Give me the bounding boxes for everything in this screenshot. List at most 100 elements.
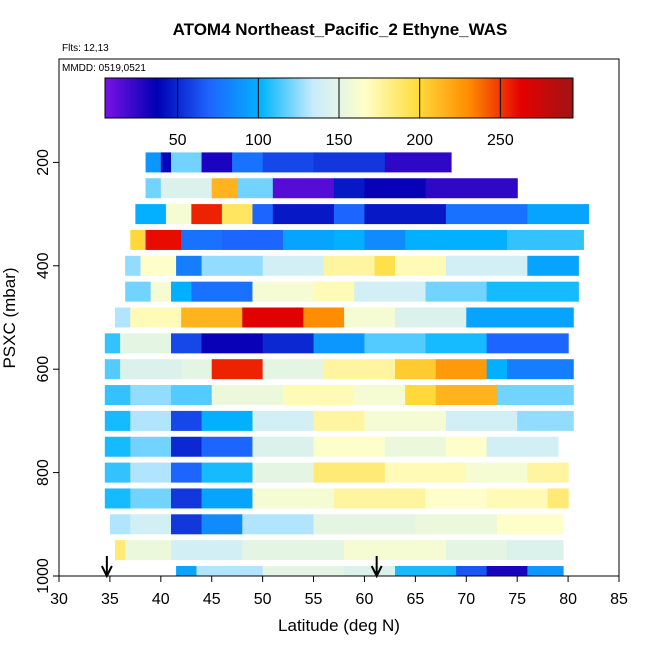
heatmap-cell — [104, 488, 131, 509]
heatmap-cell — [130, 514, 172, 535]
heatmap-cell — [201, 333, 264, 354]
heatmap-cell — [323, 359, 396, 380]
heatmap-cell — [364, 204, 447, 225]
heatmap-cell — [125, 281, 152, 302]
heatmap-cell — [435, 385, 498, 406]
heatmap-cell — [130, 385, 172, 406]
flight-arrows — [100, 556, 383, 579]
heatmap-cell — [130, 307, 182, 328]
arrow-head — [370, 565, 383, 579]
heatmap-cell — [150, 281, 172, 302]
heatmap-cell — [104, 436, 131, 457]
heatmap-cell — [252, 462, 315, 483]
heatmap-cell — [466, 462, 528, 483]
heatmap-cell — [333, 204, 366, 225]
heatmap-cell — [262, 359, 325, 380]
heatmap-cell — [405, 385, 437, 406]
heatmap-cell — [313, 436, 386, 457]
heatmap-cell — [181, 229, 223, 250]
heatmap-cell — [130, 229, 147, 250]
x-tick-label: 80 — [559, 591, 577, 608]
heatmap-cell — [176, 255, 203, 276]
heatmap-cells — [104, 152, 590, 576]
colorbar-tick-label: 150 — [326, 132, 353, 149]
arrow-head — [100, 565, 113, 579]
heatmap-cell — [211, 385, 284, 406]
heatmap-cell — [104, 333, 121, 354]
heatmap-cell — [201, 514, 243, 535]
heatmap-cell — [395, 566, 457, 576]
heatmap-cell — [395, 255, 447, 276]
heatmap-cell — [344, 540, 447, 561]
heatmap-cell — [272, 204, 335, 225]
heatmap-cell — [445, 436, 488, 457]
heatmap-cell — [283, 229, 335, 250]
heatmap-cell — [496, 385, 574, 406]
heatmap-cell — [262, 152, 315, 173]
heatmap-cell — [160, 178, 213, 199]
heatmap-cell — [507, 359, 574, 380]
heatmap-cell — [333, 488, 427, 509]
heatmap-cell — [425, 333, 488, 354]
heatmap-cell — [191, 281, 254, 302]
heatmap-cell — [527, 204, 590, 225]
heatmap-cell — [283, 385, 355, 406]
heatmap-cell — [547, 488, 569, 509]
heatmap-cell — [130, 462, 172, 483]
heatmap-cell — [384, 436, 447, 457]
heatmap-cell — [384, 152, 452, 173]
heatmap-cell — [120, 359, 182, 380]
heatmap-cell — [333, 229, 366, 250]
heatmap-cell — [252, 410, 315, 431]
x-tick-label: 35 — [101, 591, 119, 608]
x-tick-label: 40 — [152, 591, 170, 608]
heatmap-cell — [252, 488, 335, 509]
heatmap-cell — [171, 281, 192, 302]
x-tick-label: 85 — [610, 591, 628, 608]
heatmap-cell — [171, 514, 203, 535]
x-tick-label: 65 — [406, 591, 424, 608]
heatmap-cell — [181, 307, 243, 328]
x-tick-label: 30 — [50, 591, 68, 608]
heatmap-cell — [527, 462, 569, 483]
heatmap-cell — [486, 281, 579, 302]
heatmap-cell — [313, 281, 355, 302]
heatmap-cell — [364, 229, 406, 250]
heatmap-cell — [527, 566, 564, 576]
heatmap-cell — [242, 307, 304, 328]
heatmap-cell — [145, 229, 182, 250]
heatmap-cell — [125, 255, 142, 276]
heatmap-cell — [415, 514, 498, 535]
heatmap-cell — [333, 178, 366, 199]
heatmap-cell — [486, 488, 549, 509]
heatmap-cell — [486, 566, 528, 576]
colorbar-ticks: 50 100 150 200 250 — [169, 78, 514, 149]
heatmap-cell — [395, 359, 437, 380]
heatmap-cell — [242, 540, 345, 561]
y-tick-label: 600 — [35, 356, 52, 383]
heatmap-cell — [262, 566, 345, 576]
x-tick-label: 75 — [508, 591, 526, 608]
heatmap-cell — [201, 255, 264, 276]
x-tick-label: 50 — [254, 591, 272, 608]
heatmap-cell — [171, 385, 213, 406]
heatmap-cell — [364, 178, 427, 199]
heatmap-cell — [104, 385, 131, 406]
heatmap-cell — [242, 514, 315, 535]
heatmap-cell — [425, 178, 518, 199]
heatmap-cell — [527, 255, 579, 276]
heatmap-cell — [517, 410, 574, 431]
heatmap-cell — [145, 152, 162, 173]
heatmap-cell — [120, 333, 172, 354]
heatmap-cell — [125, 540, 172, 561]
heatmap-cell — [252, 204, 274, 225]
heatmap-cell — [130, 436, 172, 457]
x-tick-label: 45 — [203, 591, 221, 608]
heatmap-cell — [196, 566, 264, 576]
heatmap-cell — [262, 255, 325, 276]
heatmap-cell — [486, 359, 508, 380]
heatmap-cell — [232, 152, 264, 173]
heatmap-cell — [201, 462, 254, 483]
y-tick-label: 1000 — [35, 558, 52, 594]
heatmap-cell — [104, 462, 131, 483]
